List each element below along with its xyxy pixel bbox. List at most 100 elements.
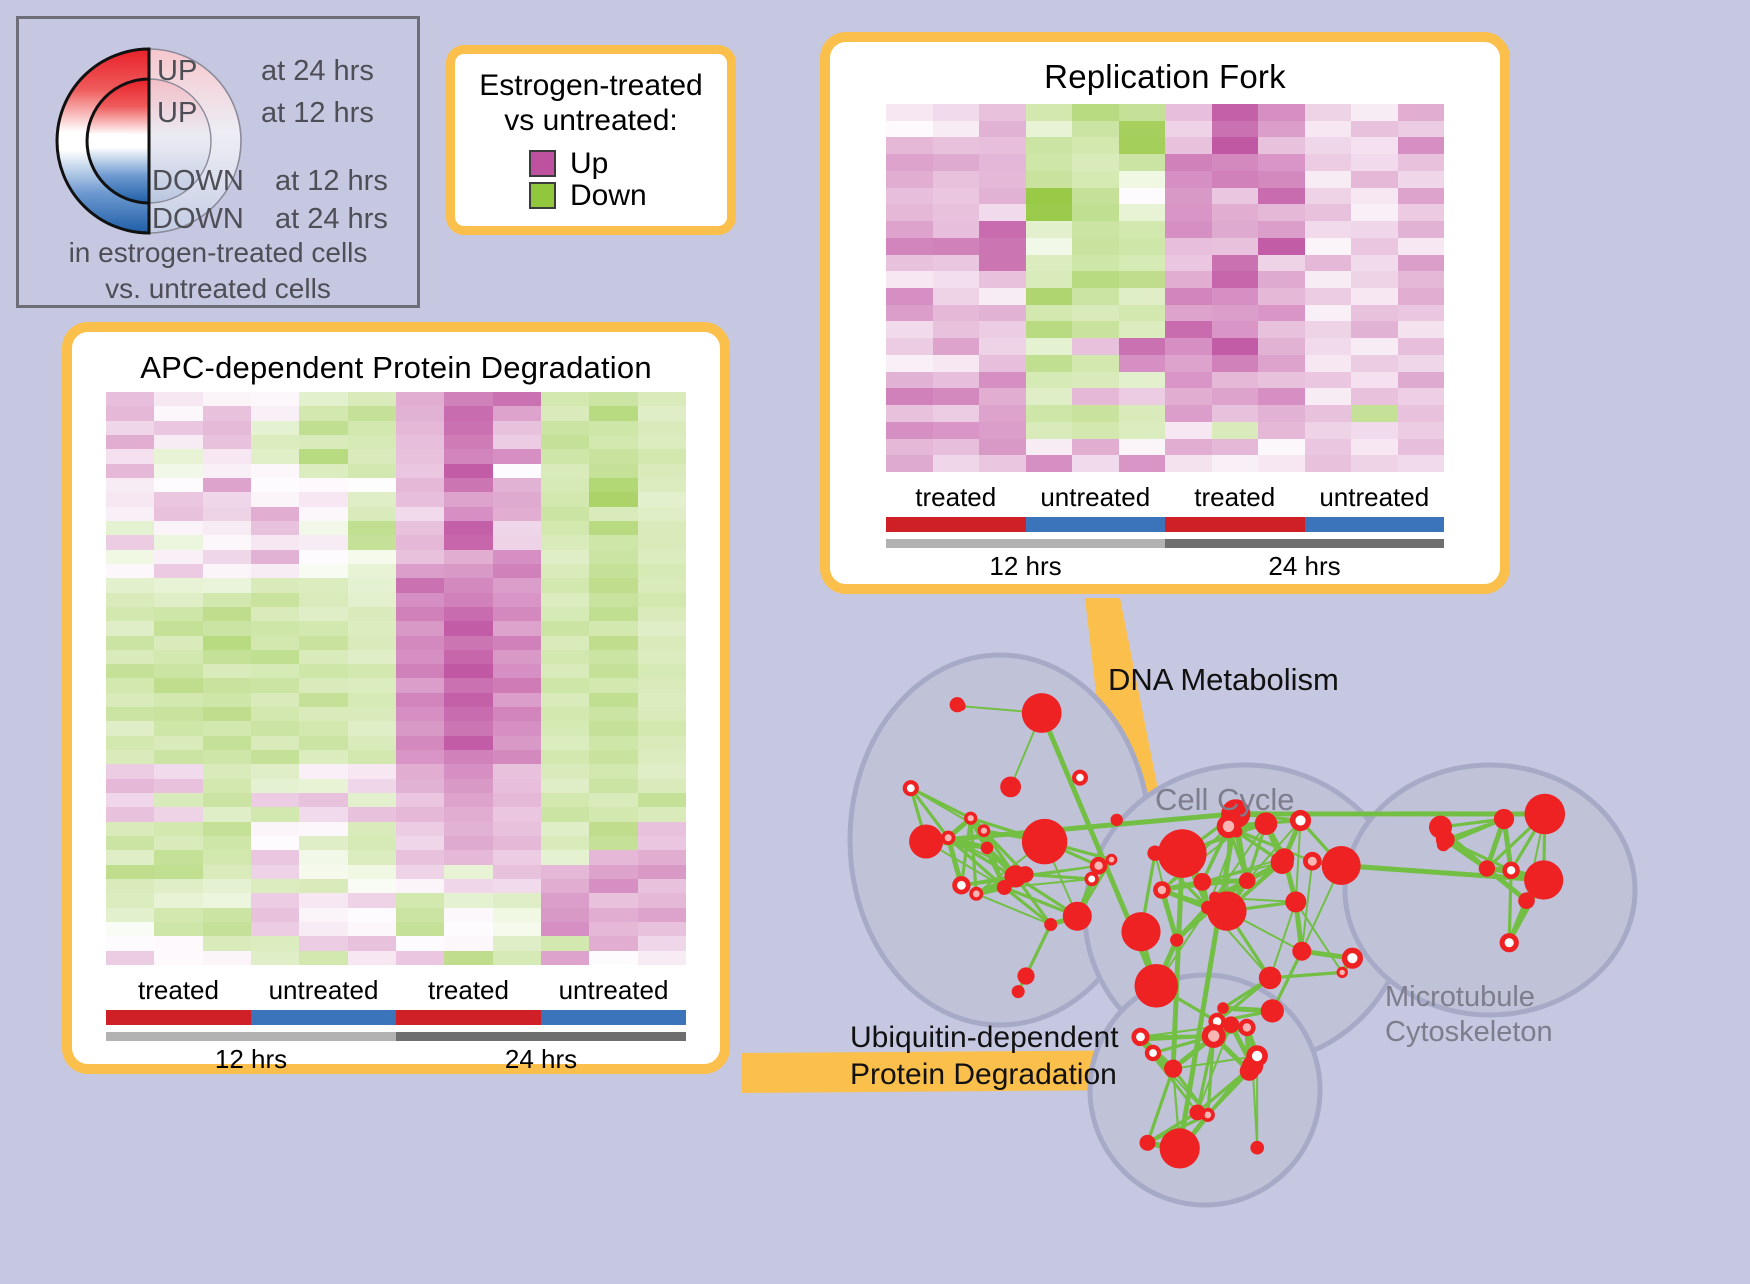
timepoint-label: 24 hrs [1165,551,1444,582]
heatmap-cell [348,879,396,893]
heatmap-cell [396,908,444,922]
heatmap-cell [1351,171,1398,188]
heatmap-cell [396,392,444,406]
heatmap-cell [638,693,686,707]
heatmap-cell [251,521,299,535]
heatmap-cell [251,750,299,764]
network-node[interactable] [1121,912,1160,951]
cluster-label-cell-cycle: Cell Cycle [1155,782,1295,818]
heatmap-cell [1026,439,1073,456]
heatmap-cell [589,535,637,549]
heatmap-cell [638,664,686,678]
network-node-core [1006,782,1016,792]
estrogen-legend-title-line1: Estrogen-treated [455,68,727,103]
network-node[interactable] [1158,829,1207,878]
network-node-core [1267,1005,1278,1016]
network-node[interactable] [1525,794,1566,835]
network-node[interactable] [1135,964,1179,1008]
heatmap-cell [1258,422,1305,439]
legend-item-up: Up [529,149,727,179]
heatmap-cell [979,288,1026,305]
heatmap-cell [1072,422,1119,439]
heatmap-cell [203,836,251,850]
heatmap-cell [979,104,1026,121]
heatmap-cell [348,421,396,435]
key-label-up-12: UP [157,97,197,130]
heatmap-cell [638,650,686,664]
key-footer-line2: vs. untreated cells [19,271,417,307]
network-node-core [945,834,952,841]
heatmap-cell [1305,338,1352,355]
heatmap-cell [203,822,251,836]
heatmap-cell [1072,121,1119,138]
heatmap-cell [638,721,686,735]
heatmap-cell [348,793,396,807]
heatmap-cell [106,836,154,850]
network-node[interactable] [1022,819,1067,864]
network-node-core [1295,815,1305,825]
heatmap-cell [541,764,589,778]
heatmap-cell [106,908,154,922]
heatmap-cell [1072,405,1119,422]
network-node[interactable] [1322,846,1361,885]
network-node-core [1265,973,1276,984]
heatmap-cell [1351,288,1398,305]
heatmap-cell [299,564,347,578]
heatmap-cell [541,893,589,907]
heatmap-cell [589,593,637,607]
heatmap-cell [1212,338,1259,355]
heatmap-cell [1212,154,1259,171]
heatmap-cell [203,707,251,721]
heatmap-cell [203,650,251,664]
heatmap-cell [1305,154,1352,171]
heatmap-cell [106,936,154,950]
heatmap-cell [251,621,299,635]
heatmap-cell [541,650,589,664]
heatmap-cell [396,750,444,764]
heatmap-cell [1072,439,1119,456]
network-node-core [1174,937,1180,943]
timepoint-label: 12 hrs [886,551,1165,582]
heatmap-cell [1305,121,1352,138]
heatmap-cell [251,464,299,478]
heatmap-cell [638,593,686,607]
heatmap-cell [348,707,396,721]
heatmap-cell [1351,271,1398,288]
heatmap-cell [396,721,444,735]
heatmap-cell [638,764,686,778]
heatmap-cell [979,305,1026,322]
heatmap-cell [106,421,154,435]
heatmap-cell [493,707,541,721]
heatmap-cell [396,764,444,778]
heatmap-cell [589,564,637,578]
heatmap-cell [638,922,686,936]
heatmap-cell [638,621,686,635]
heatmap-cell [493,879,541,893]
heatmap-cell [1258,255,1305,272]
heatmap-cell [299,922,347,936]
network-node[interactable] [909,825,943,859]
network-node[interactable] [1022,693,1062,733]
treatment-label: untreated [251,975,396,1006]
heatmap-cell [251,893,299,907]
heatmap-cell [541,593,589,607]
heatmap-cell [1212,305,1259,322]
heatmap-cell [299,435,347,449]
network-node[interactable] [1063,902,1092,931]
heatmap-cell [348,593,396,607]
heatmap-cell [1258,388,1305,405]
heatmap-cell [444,650,492,664]
treatment-label: untreated [1305,482,1445,513]
heatmap-cell [203,922,251,936]
heatmap-cell [396,550,444,564]
heatmap-cell [348,693,396,707]
heatmap-cell [493,893,541,907]
heatmap-cell [1026,255,1073,272]
heatmap-cell [1212,221,1259,238]
heatmap-cell [493,822,541,836]
heatmap-cell [1212,439,1259,456]
heatmap-cell [493,636,541,650]
network-node-core [1149,1049,1157,1057]
network-node-core [1048,921,1054,927]
network-node-core [1347,953,1357,963]
